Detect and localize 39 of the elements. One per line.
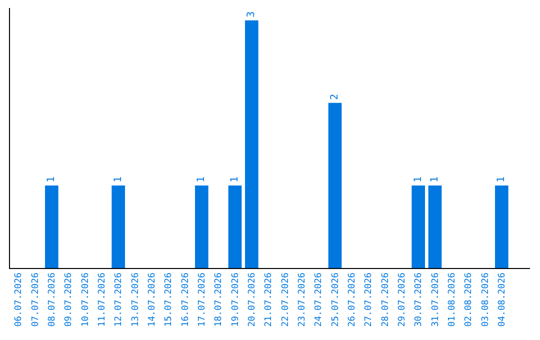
x-tick-label: 09.07.2026	[64, 272, 74, 327]
x-tick-label: 15.07.2026	[164, 272, 174, 327]
data-label: 1	[196, 176, 208, 182]
x-tick-label: 20.07.2026	[248, 272, 258, 327]
x-tick-label: 29.07.2026	[398, 272, 408, 327]
data-label: 1	[412, 176, 424, 182]
x-tick-label: 19.07.2026	[230, 272, 241, 327]
data-label: 1	[46, 176, 58, 182]
x-tick-label: 06.07.2026	[14, 272, 24, 327]
x-tick-label: 30.07.2026	[414, 272, 424, 327]
x-tick-label: 31.07.2026	[430, 272, 441, 327]
x-tick-label: 17.07.2026	[198, 272, 208, 327]
x-tick-label: 22.07.2026	[280, 272, 291, 327]
x-tick-label: 26.07.2026	[348, 272, 358, 327]
data-label: 3	[246, 11, 258, 18]
x-tick-label: 24.07.2026	[314, 272, 324, 327]
x-tick-label: 13.07.2026	[130, 272, 141, 327]
x-tick-label: 21.07.2026	[264, 272, 274, 327]
x-tick-label: 12.07.2026	[114, 272, 124, 327]
data-label: 1	[430, 176, 440, 182]
x-tick-label: 23.07.2026	[298, 272, 308, 327]
x-tick-label: 02.08.2026	[464, 272, 474, 327]
data-label: 1	[230, 176, 240, 182]
x-tick-label: 11.07.2026	[98, 272, 108, 327]
x-tick-label: 25.07.2026	[330, 272, 341, 327]
data-label: 2	[330, 94, 340, 100]
x-tick-label: 03.08.2026	[480, 272, 491, 327]
x-tick-label: 16.07.2026	[180, 272, 191, 327]
x-tick-label: 04.08.2026	[498, 272, 508, 327]
x-tick-label: 28.07.2026	[380, 272, 391, 327]
x-tick-label: 14.07.2026	[148, 272, 158, 327]
x-tick-label: 08.07.2026	[48, 272, 58, 327]
x-tick-label: 27.07.2026	[364, 272, 374, 327]
x-tick-label: 07.07.2026	[30, 272, 41, 327]
x-tick-label: 01.08.2026	[448, 272, 458, 327]
data-label: 1	[112, 176, 124, 182]
data-label: 1	[496, 176, 508, 182]
x-tick-label: 10.07.2026	[80, 272, 91, 327]
x-tick-label: 18.07.2026	[214, 272, 224, 327]
